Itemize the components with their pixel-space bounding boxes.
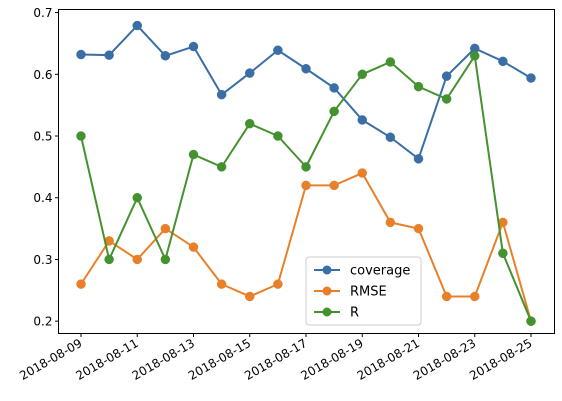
data-point [301, 63, 311, 74]
data-point [413, 223, 424, 234]
data-point [160, 254, 171, 265]
data-point [329, 83, 339, 93]
data-point [470, 291, 480, 302]
data-point [441, 94, 452, 104]
data-point [273, 279, 283, 289]
data-point [76, 131, 86, 141]
data-point [160, 223, 171, 234]
x-tick-label: 2018-08-15 [186, 336, 253, 383]
data-point [526, 316, 536, 326]
data-point [104, 50, 114, 60]
x-tick-label: 2018-08-25 [467, 336, 534, 383]
data-point [441, 71, 452, 81]
y-tick-label: 0.6 [33, 68, 52, 82]
data-point [132, 192, 142, 203]
data-point [132, 254, 142, 265]
y-tick-label: 0.5 [33, 130, 52, 144]
series-r [76, 51, 536, 326]
data-point [188, 242, 199, 252]
series-layer [76, 20, 536, 326]
data-point [526, 73, 536, 83]
data-point [329, 106, 339, 117]
x-axis: 2018-08-092018-08-112018-08-132018-08-15… [17, 333, 535, 383]
data-point [188, 41, 199, 52]
legend: coverage RMSE R [305, 256, 422, 326]
data-point [385, 57, 396, 67]
data-point [385, 217, 396, 228]
data-point [498, 56, 508, 67]
data-point [301, 180, 311, 191]
data-point [245, 68, 255, 78]
legend-label: coverage [350, 264, 410, 279]
legend-label: R [350, 306, 359, 321]
data-point [76, 279, 86, 289]
y-tick-label: 0.3 [33, 253, 52, 267]
data-point [76, 49, 86, 60]
data-point [160, 51, 171, 61]
x-tick-label: 2018-08-17 [242, 336, 309, 383]
x-tick-label: 2018-08-13 [130, 336, 197, 383]
legend-marker [322, 265, 332, 275]
y-tick-label: 0.2 [33, 315, 52, 329]
data-point [470, 51, 480, 61]
data-point [273, 131, 283, 141]
data-point [441, 291, 452, 302]
x-tick-label: 2018-08-21 [355, 336, 422, 383]
data-point [413, 81, 424, 92]
data-point [245, 291, 255, 302]
y-tick-label: 0.4 [33, 191, 52, 205]
data-point [188, 149, 199, 160]
data-point [385, 132, 396, 142]
data-point [273, 45, 283, 55]
legend-marker [322, 307, 332, 317]
data-point [329, 180, 339, 191]
legend-label: RMSE [350, 285, 387, 300]
y-axis: 0.2 0.3 0.4 0.5 0.6 0.7 [33, 6, 59, 329]
data-point [104, 254, 114, 265]
x-tick-label: 2018-08-11 [73, 336, 140, 383]
legend-marker [322, 286, 332, 296]
data-point [498, 248, 508, 259]
data-point [216, 162, 227, 172]
data-point [132, 20, 142, 31]
data-point [357, 69, 367, 80]
x-tick-label: 2018-08-23 [411, 336, 478, 383]
y-tick-label: 0.7 [33, 6, 52, 20]
data-point [413, 154, 424, 164]
data-point [216, 279, 227, 289]
data-point [357, 168, 367, 178]
data-point [216, 89, 227, 100]
data-point [245, 118, 255, 129]
x-tick-label: 2018-08-19 [298, 336, 365, 383]
data-point [357, 115, 367, 125]
data-point [301, 162, 311, 172]
legend-box [305, 256, 422, 326]
series-rmse [76, 168, 536, 326]
series-coverage [76, 20, 536, 164]
x-tick-label: 2018-08-09 [17, 336, 84, 383]
